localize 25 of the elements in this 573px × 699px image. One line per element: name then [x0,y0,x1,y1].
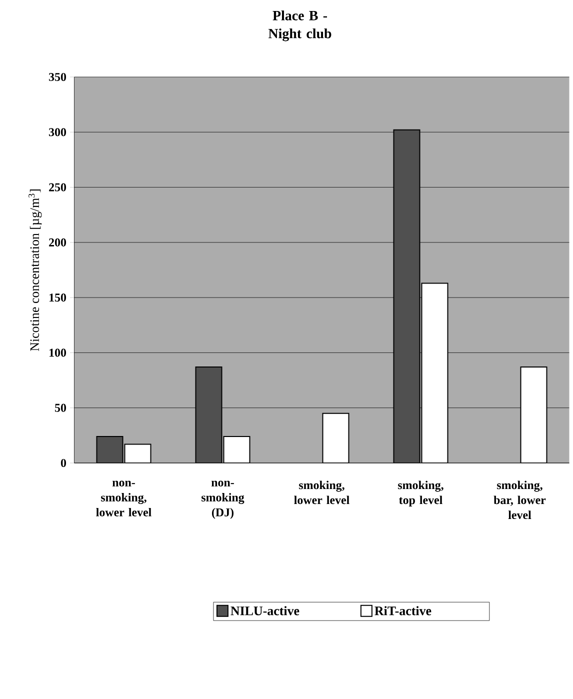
chart-title: Place B - Night club [268,10,332,42]
bar [124,444,152,463]
x-tick-label: smoking, top level [398,480,444,507]
y-tick-label: 150 [50,294,66,302]
legend-label: NILU-active [230,606,300,616]
bar [393,129,420,463]
x-tick-label: non-smoking (DJ) [202,480,244,519]
bar [96,436,124,463]
legend-label: RiT-active [374,606,432,616]
x-tick-label: non-smoking, lower level [96,480,152,516]
y-tick-label: 50 [55,404,66,412]
bar [195,366,222,463]
bar [322,412,350,463]
x-tick-label: smoking, lower level [294,480,350,504]
x-tick-label: smoking, bar, lower level [494,480,546,520]
y-tick-label: 0 [60,458,66,468]
bar [421,282,448,463]
bar [223,436,250,463]
bar [520,366,548,463]
y-axis-title: Nicotine concentration [µg/m$^{3}$] [28,190,42,352]
y-tick-label: 250 [49,183,66,192]
y-tick-label: 350 [49,72,66,82]
y-tick-label: 100 [50,348,66,357]
y-tick-label: 200 [49,238,66,246]
y-tick-label: 300 [49,128,66,136]
